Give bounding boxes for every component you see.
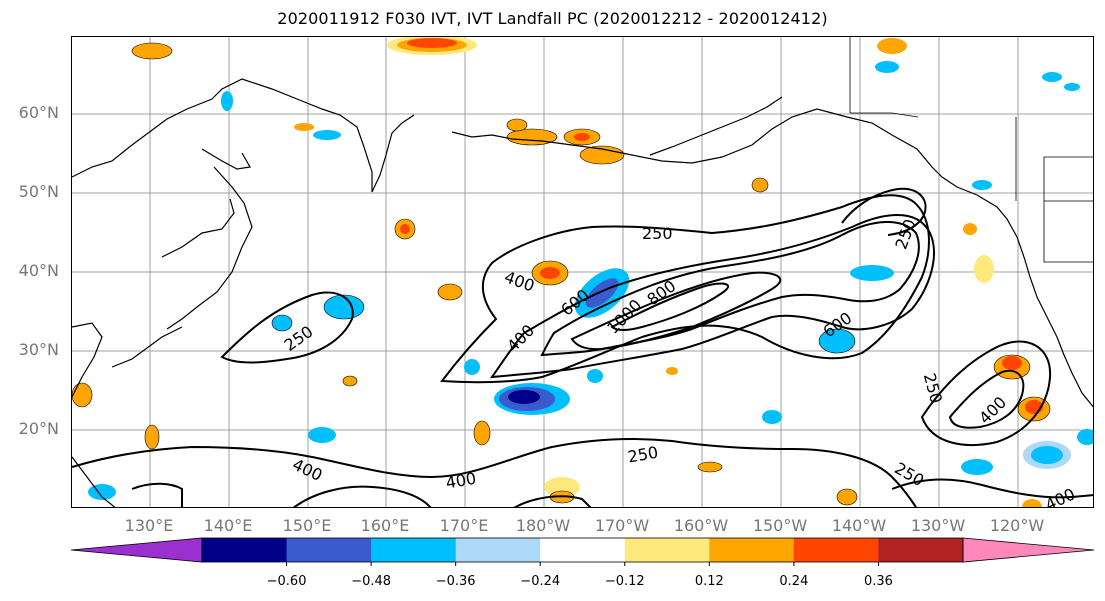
lat-label-30n: 30°N <box>18 340 59 359</box>
colorbar-tick-label: 0.12 <box>694 574 724 589</box>
contour-label: 250 <box>642 224 673 243</box>
coastlines <box>72 78 1093 507</box>
colorbar-segment <box>878 538 964 562</box>
colorbar-frame <box>201 537 964 563</box>
lat-label-50n: 50°N <box>18 182 59 201</box>
contour-label: 400 <box>975 393 1010 428</box>
lon-label-160e: 160°E <box>360 516 410 535</box>
contour-label: 250 <box>920 371 946 405</box>
contour-labels: 250 250 250 250 250 250 400 400 400 400 … <box>281 216 1078 508</box>
colorbar-segment <box>286 538 372 562</box>
colorbar-segment <box>371 538 457 562</box>
colorbar-tick-label: −0.48 <box>351 574 392 589</box>
lon-label-140e: 140°E <box>203 516 253 535</box>
contour-label: 400 <box>503 321 538 356</box>
contour-label: 400 <box>444 469 477 493</box>
lon-label-120w: 120°W <box>989 516 1045 535</box>
colorbar <box>70 537 1095 566</box>
colorbar-segment <box>793 538 879 562</box>
colorbar-tick-label: −0.60 <box>266 574 307 589</box>
lon-label-130e: 130°E <box>124 516 174 535</box>
lon-label-150e: 150°E <box>282 516 332 535</box>
contour-label: 250 <box>891 458 927 490</box>
lat-label-40n: 40°N <box>18 261 59 280</box>
colorbar-segment <box>540 538 626 562</box>
lon-label-130w: 130°W <box>910 516 966 535</box>
map-panel: 250 250 250 250 250 250 400 400 400 400 … <box>71 36 1094 508</box>
colorbar-extend-high <box>962 537 1095 563</box>
map-gridlines <box>72 37 1093 507</box>
colorbar-segment <box>624 538 710 562</box>
colorbar-segment <box>709 538 795 562</box>
colorbar-segment <box>455 538 541 562</box>
pc-positive-shading <box>72 37 1051 507</box>
lon-label-160w: 160°W <box>673 516 729 535</box>
colorbar-tick-label: 0.24 <box>779 574 809 589</box>
chart-title: 2020011912 F030 IVT, IVT Landfall PC (20… <box>277 9 828 28</box>
colorbar-tick-label: −0.24 <box>520 574 561 589</box>
colorbar-tick-label: −0.36 <box>435 574 476 589</box>
lon-label-170w: 170°W <box>594 516 650 535</box>
contour-label: 250 <box>626 443 659 467</box>
lat-label-20n: 20°N <box>18 419 59 438</box>
lon-label-170e: 170°E <box>439 516 489 535</box>
map-canvas: 250 250 250 250 250 250 400 400 400 400 … <box>72 37 1093 508</box>
lon-label-180w: 180°W <box>515 516 571 535</box>
colorbar-extend-low <box>70 537 203 563</box>
lon-label-140w: 140°W <box>831 516 887 535</box>
colorbar-segment <box>202 538 288 562</box>
political-borders <box>849 37 1093 263</box>
contour-label: 400 <box>502 267 537 295</box>
contour-label: 400 <box>1042 484 1078 508</box>
pc-negative-shading <box>88 61 1093 500</box>
colorbar-tick-label: 0.36 <box>863 574 893 589</box>
ivt-contours <box>72 187 1093 507</box>
lon-label-150w: 150°W <box>752 516 808 535</box>
lat-label-60n: 60°N <box>18 103 59 122</box>
colorbar-tick-label: −0.12 <box>604 574 645 589</box>
